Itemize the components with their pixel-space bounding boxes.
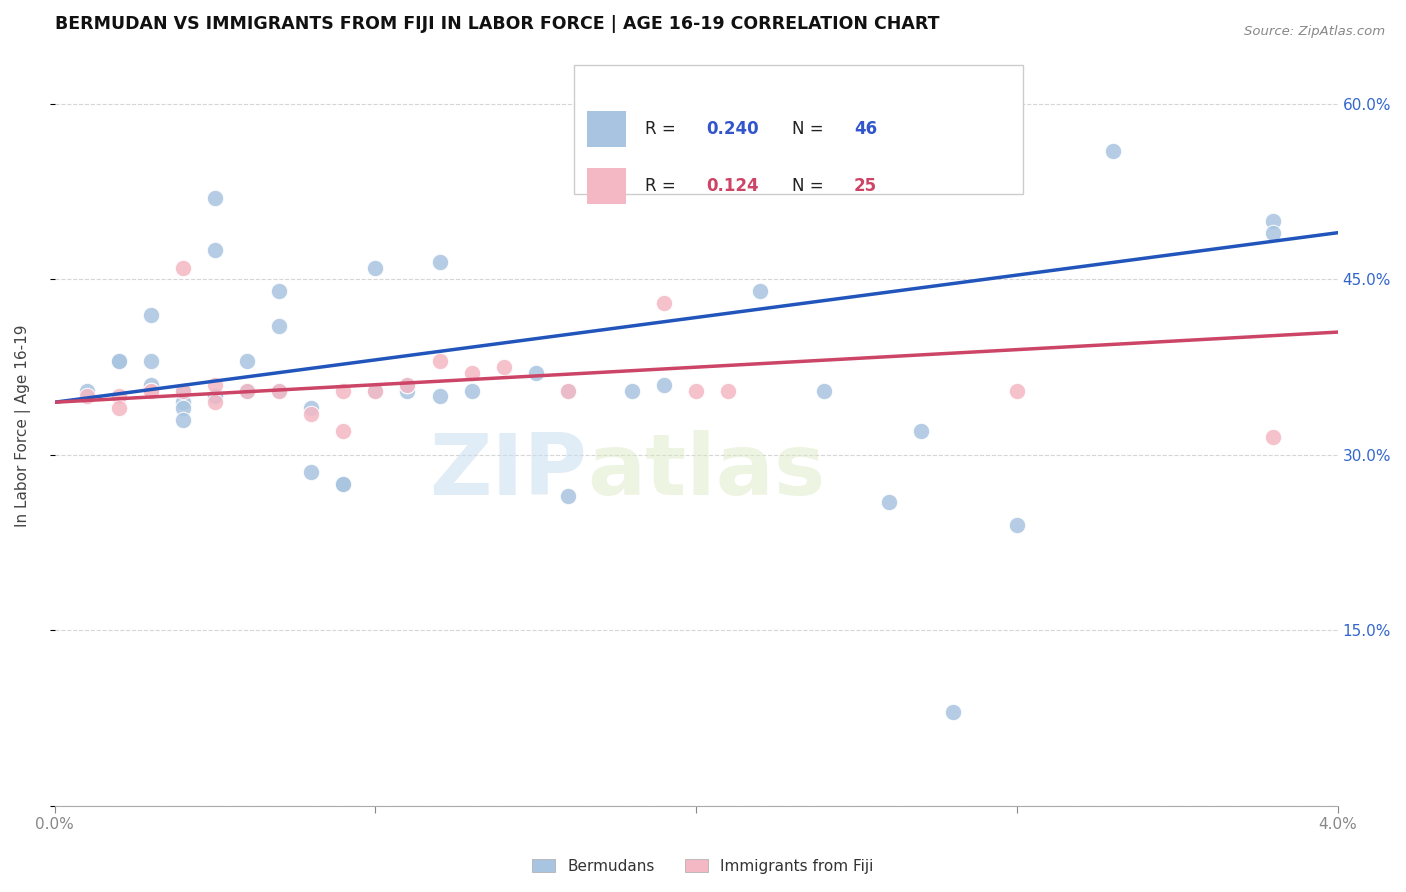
Point	[139, 384, 162, 398]
Point	[236, 354, 259, 368]
Point	[172, 260, 194, 275]
Point	[236, 384, 259, 398]
Point	[332, 477, 354, 491]
Point	[107, 354, 129, 368]
Point	[332, 384, 354, 398]
Point	[429, 389, 451, 403]
Point	[172, 384, 194, 398]
Point	[460, 384, 482, 398]
Text: ZIP: ZIP	[429, 430, 588, 513]
Point	[717, 384, 740, 398]
Text: R =: R =	[645, 178, 681, 195]
Point	[204, 191, 226, 205]
FancyBboxPatch shape	[574, 64, 1024, 194]
Text: N =: N =	[793, 178, 830, 195]
Point	[557, 384, 579, 398]
Point	[269, 284, 291, 298]
Point	[332, 425, 354, 439]
Point	[524, 366, 547, 380]
Point	[429, 354, 451, 368]
Point	[1263, 214, 1285, 228]
Point	[299, 401, 322, 416]
Point	[76, 389, 98, 403]
Point	[942, 705, 965, 719]
Point	[813, 384, 835, 398]
Point	[236, 384, 259, 398]
Point	[1263, 226, 1285, 240]
Point	[1263, 430, 1285, 444]
Text: Source: ZipAtlas.com: Source: ZipAtlas.com	[1244, 25, 1385, 38]
Point	[204, 395, 226, 409]
Point	[1005, 384, 1028, 398]
Text: N =: N =	[793, 120, 830, 138]
Point	[107, 401, 129, 416]
Y-axis label: In Labor Force | Age 16-19: In Labor Force | Age 16-19	[15, 325, 31, 527]
Point	[107, 354, 129, 368]
Text: atlas: atlas	[588, 430, 825, 513]
Text: R =: R =	[645, 120, 681, 138]
Point	[685, 155, 707, 169]
Point	[557, 489, 579, 503]
Point	[172, 401, 194, 416]
Text: 25: 25	[853, 178, 877, 195]
Point	[299, 466, 322, 480]
Point	[269, 384, 291, 398]
Point	[204, 389, 226, 403]
Point	[396, 377, 419, 392]
Point	[910, 425, 932, 439]
Point	[652, 377, 675, 392]
Point	[396, 377, 419, 392]
Point	[460, 366, 482, 380]
Point	[107, 389, 129, 403]
Point	[364, 384, 387, 398]
Point	[685, 384, 707, 398]
FancyBboxPatch shape	[588, 168, 626, 204]
Legend: Bermudans, Immigrants from Fiji: Bermudans, Immigrants from Fiji	[526, 853, 880, 880]
Point	[269, 384, 291, 398]
Point	[172, 384, 194, 398]
Point	[1102, 144, 1125, 158]
Point	[139, 384, 162, 398]
Point	[299, 407, 322, 421]
Text: 0.240: 0.240	[706, 120, 759, 138]
Point	[749, 284, 772, 298]
Point	[139, 377, 162, 392]
Point	[396, 384, 419, 398]
Point	[877, 494, 900, 508]
FancyBboxPatch shape	[588, 111, 626, 147]
Point	[652, 296, 675, 310]
Point	[236, 384, 259, 398]
Point	[429, 255, 451, 269]
Point	[1005, 518, 1028, 533]
Point	[204, 244, 226, 258]
Text: 46: 46	[853, 120, 877, 138]
Point	[139, 308, 162, 322]
Point	[557, 384, 579, 398]
Point	[76, 384, 98, 398]
Point	[364, 384, 387, 398]
Point	[364, 260, 387, 275]
Point	[172, 413, 194, 427]
Text: BERMUDAN VS IMMIGRANTS FROM FIJI IN LABOR FORCE | AGE 16-19 CORRELATION CHART: BERMUDAN VS IMMIGRANTS FROM FIJI IN LABO…	[55, 15, 939, 33]
Point	[492, 360, 515, 375]
Text: 0.124: 0.124	[706, 178, 759, 195]
Point	[204, 377, 226, 392]
Point	[620, 384, 643, 398]
Point	[204, 389, 226, 403]
Point	[332, 477, 354, 491]
Point	[139, 354, 162, 368]
Point	[269, 319, 291, 334]
Point	[172, 395, 194, 409]
